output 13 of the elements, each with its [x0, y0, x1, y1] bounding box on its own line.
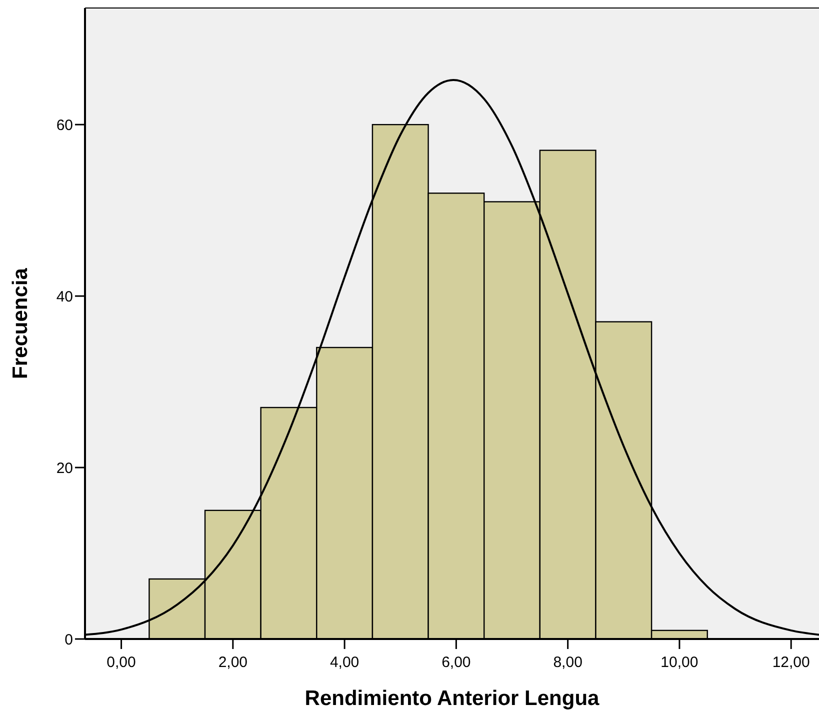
y-tick-label: 60	[56, 116, 73, 134]
x-tick-label: 10,00	[660, 654, 698, 671]
x-tick-label: 0,00	[106, 654, 136, 671]
x-tick-label: 12,00	[772, 654, 810, 671]
y-tick-label: 40	[56, 288, 73, 306]
y-axis-title: Frecuencia	[9, 268, 32, 379]
x-tick-label: 6,00	[442, 654, 471, 671]
x-tick-label: 2,00	[218, 654, 248, 671]
x-tick-label: 4,00	[330, 654, 360, 671]
x-axis-title: Rendimiento Anterior Lengua	[304, 687, 600, 710]
y-tick-label: 20	[56, 460, 73, 477]
y-tick-label: 0	[64, 631, 73, 648]
x-tick-label: 8,00	[553, 654, 582, 671]
